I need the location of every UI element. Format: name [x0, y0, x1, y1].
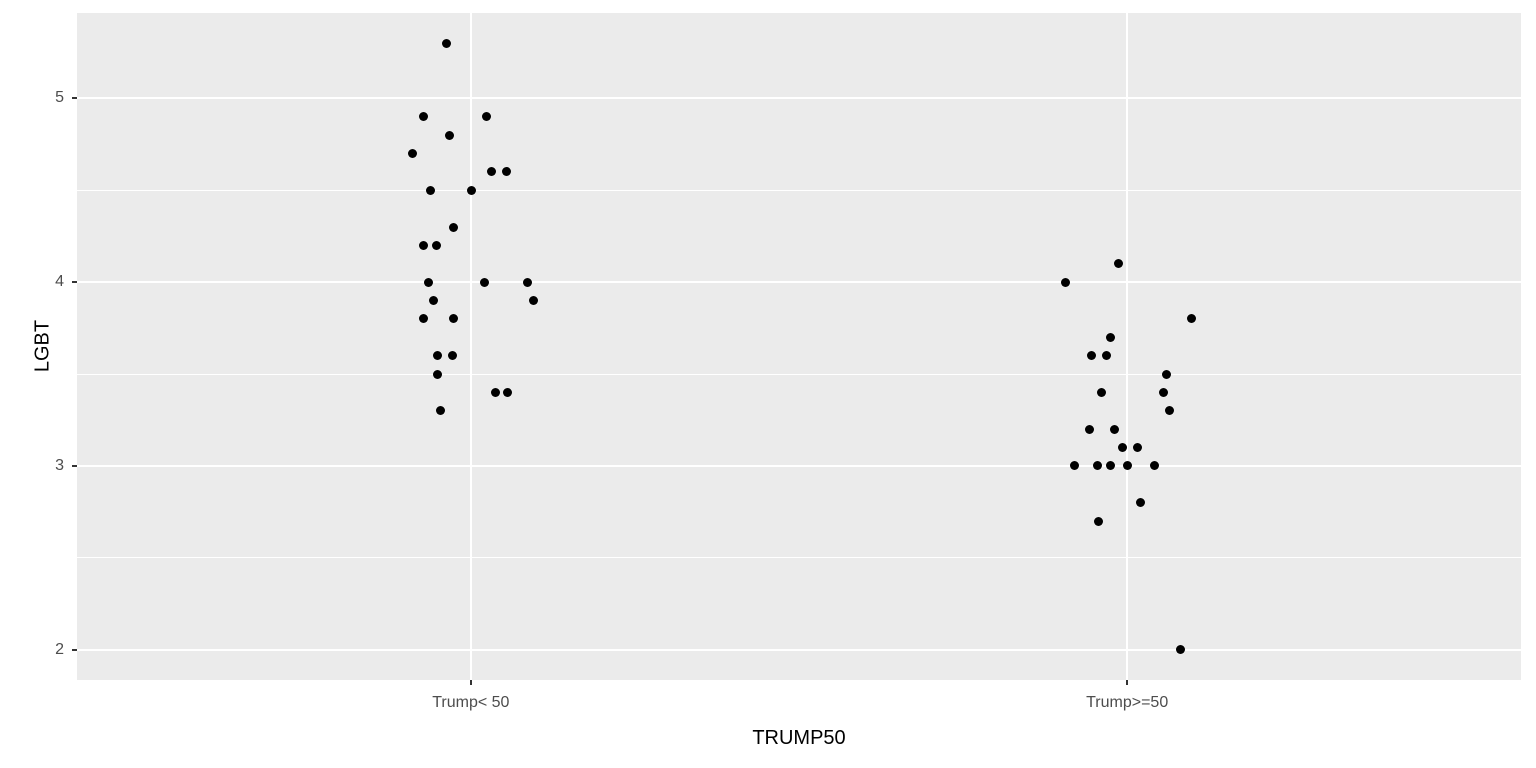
data-point	[529, 296, 539, 306]
data-point	[436, 406, 446, 416]
data-point	[1105, 332, 1115, 342]
y-gridline-minor	[77, 557, 1521, 559]
data-point	[1158, 387, 1168, 397]
x-tick-label: Trump< 50	[432, 694, 510, 711]
data-point	[1105, 461, 1115, 471]
y-tick-label: 4	[55, 273, 64, 291]
data-point	[433, 369, 443, 379]
data-point	[1122, 461, 1132, 471]
data-point	[1113, 259, 1123, 269]
data-point	[1149, 461, 1159, 471]
data-point	[1161, 369, 1171, 379]
x-tick-label: Trump>=50	[1086, 694, 1169, 711]
data-point	[491, 387, 501, 397]
data-point	[482, 112, 492, 122]
y-tick-mark	[72, 464, 77, 467]
data-point	[419, 112, 429, 122]
data-point	[523, 277, 533, 287]
y-tick-label: 5	[55, 89, 64, 107]
data-point	[433, 351, 443, 361]
y-gridline-minor	[77, 373, 1521, 375]
data-point	[1164, 406, 1174, 416]
data-point	[426, 185, 436, 195]
data-point	[487, 167, 497, 177]
data-point	[1060, 277, 1070, 287]
data-point	[1084, 424, 1094, 434]
data-point	[448, 351, 458, 361]
data-point	[432, 240, 442, 250]
data-point	[424, 277, 434, 287]
x-tick-mark	[469, 680, 472, 685]
y-gridline-minor	[77, 189, 1521, 191]
data-point	[1069, 461, 1079, 471]
data-point	[1093, 516, 1103, 526]
y-tick-mark	[72, 648, 77, 651]
data-point	[419, 314, 429, 324]
y-tick-label: 3	[55, 456, 64, 474]
data-point	[1186, 314, 1196, 324]
y-tick-mark	[72, 281, 77, 284]
data-point	[419, 240, 429, 250]
data-point	[408, 149, 418, 159]
y-gridline-major	[77, 281, 1521, 284]
data-point	[442, 38, 452, 48]
data-point	[1086, 351, 1096, 361]
x-gridline-major	[469, 13, 472, 680]
y-tick-label: 2	[55, 640, 64, 658]
y-gridline-major	[77, 464, 1521, 467]
data-point	[1135, 498, 1145, 508]
data-point	[429, 296, 439, 306]
y-gridline-major	[77, 648, 1521, 651]
data-point	[503, 387, 513, 397]
data-point	[445, 130, 455, 140]
y-gridline-major	[77, 97, 1521, 100]
data-point	[449, 222, 459, 232]
data-point	[1101, 351, 1111, 361]
data-point	[467, 185, 477, 195]
data-point	[1175, 645, 1185, 655]
y-axis-title: LGBT	[31, 319, 54, 373]
x-gridline-major	[1126, 13, 1129, 680]
data-point	[449, 314, 459, 324]
data-point	[1132, 443, 1142, 453]
data-point	[1109, 424, 1119, 434]
x-axis-title: TRUMP50	[752, 727, 846, 749]
plot-panel	[77, 13, 1521, 680]
x-tick-mark	[1126, 680, 1129, 685]
data-point	[1092, 461, 1102, 471]
data-point	[1096, 387, 1106, 397]
data-point	[480, 277, 490, 287]
y-tick-mark	[72, 97, 77, 100]
data-point	[502, 167, 512, 177]
data-point	[1117, 443, 1127, 453]
